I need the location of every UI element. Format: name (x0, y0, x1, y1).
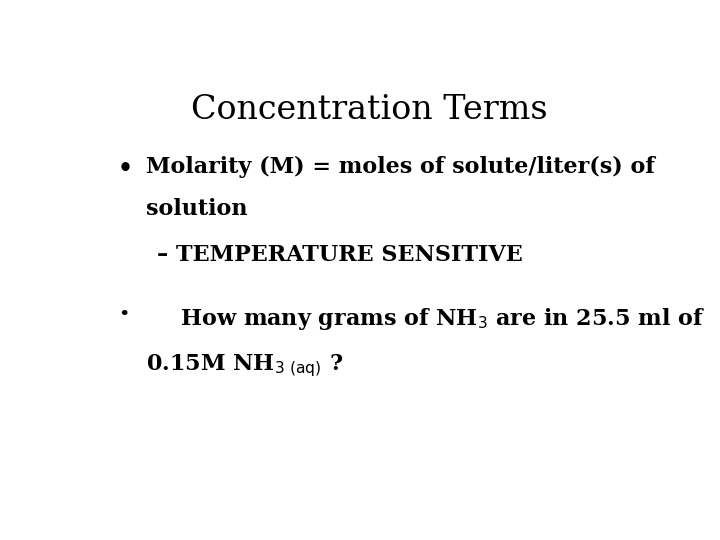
Text: How many grams of NH$_3$ are in 25.5 ml of: How many grams of NH$_3$ are in 25.5 ml … (157, 306, 705, 332)
Text: •: • (118, 156, 133, 180)
Text: Concentration Terms: Concentration Terms (191, 94, 547, 126)
Text: •: • (118, 306, 130, 324)
Text: 0.15M NH$_{3\ \mathrm{(aq)}}$ ?: 0.15M NH$_{3\ \mathrm{(aq)}}$ ? (145, 352, 343, 379)
Text: Molarity (M) = moles of solute/liter(s) of: Molarity (M) = moles of solute/liter(s) … (145, 156, 654, 178)
Text: – TEMPERATURE SENSITIVE: – TEMPERATURE SENSITIVE (157, 244, 523, 266)
Text: solution: solution (145, 198, 247, 220)
